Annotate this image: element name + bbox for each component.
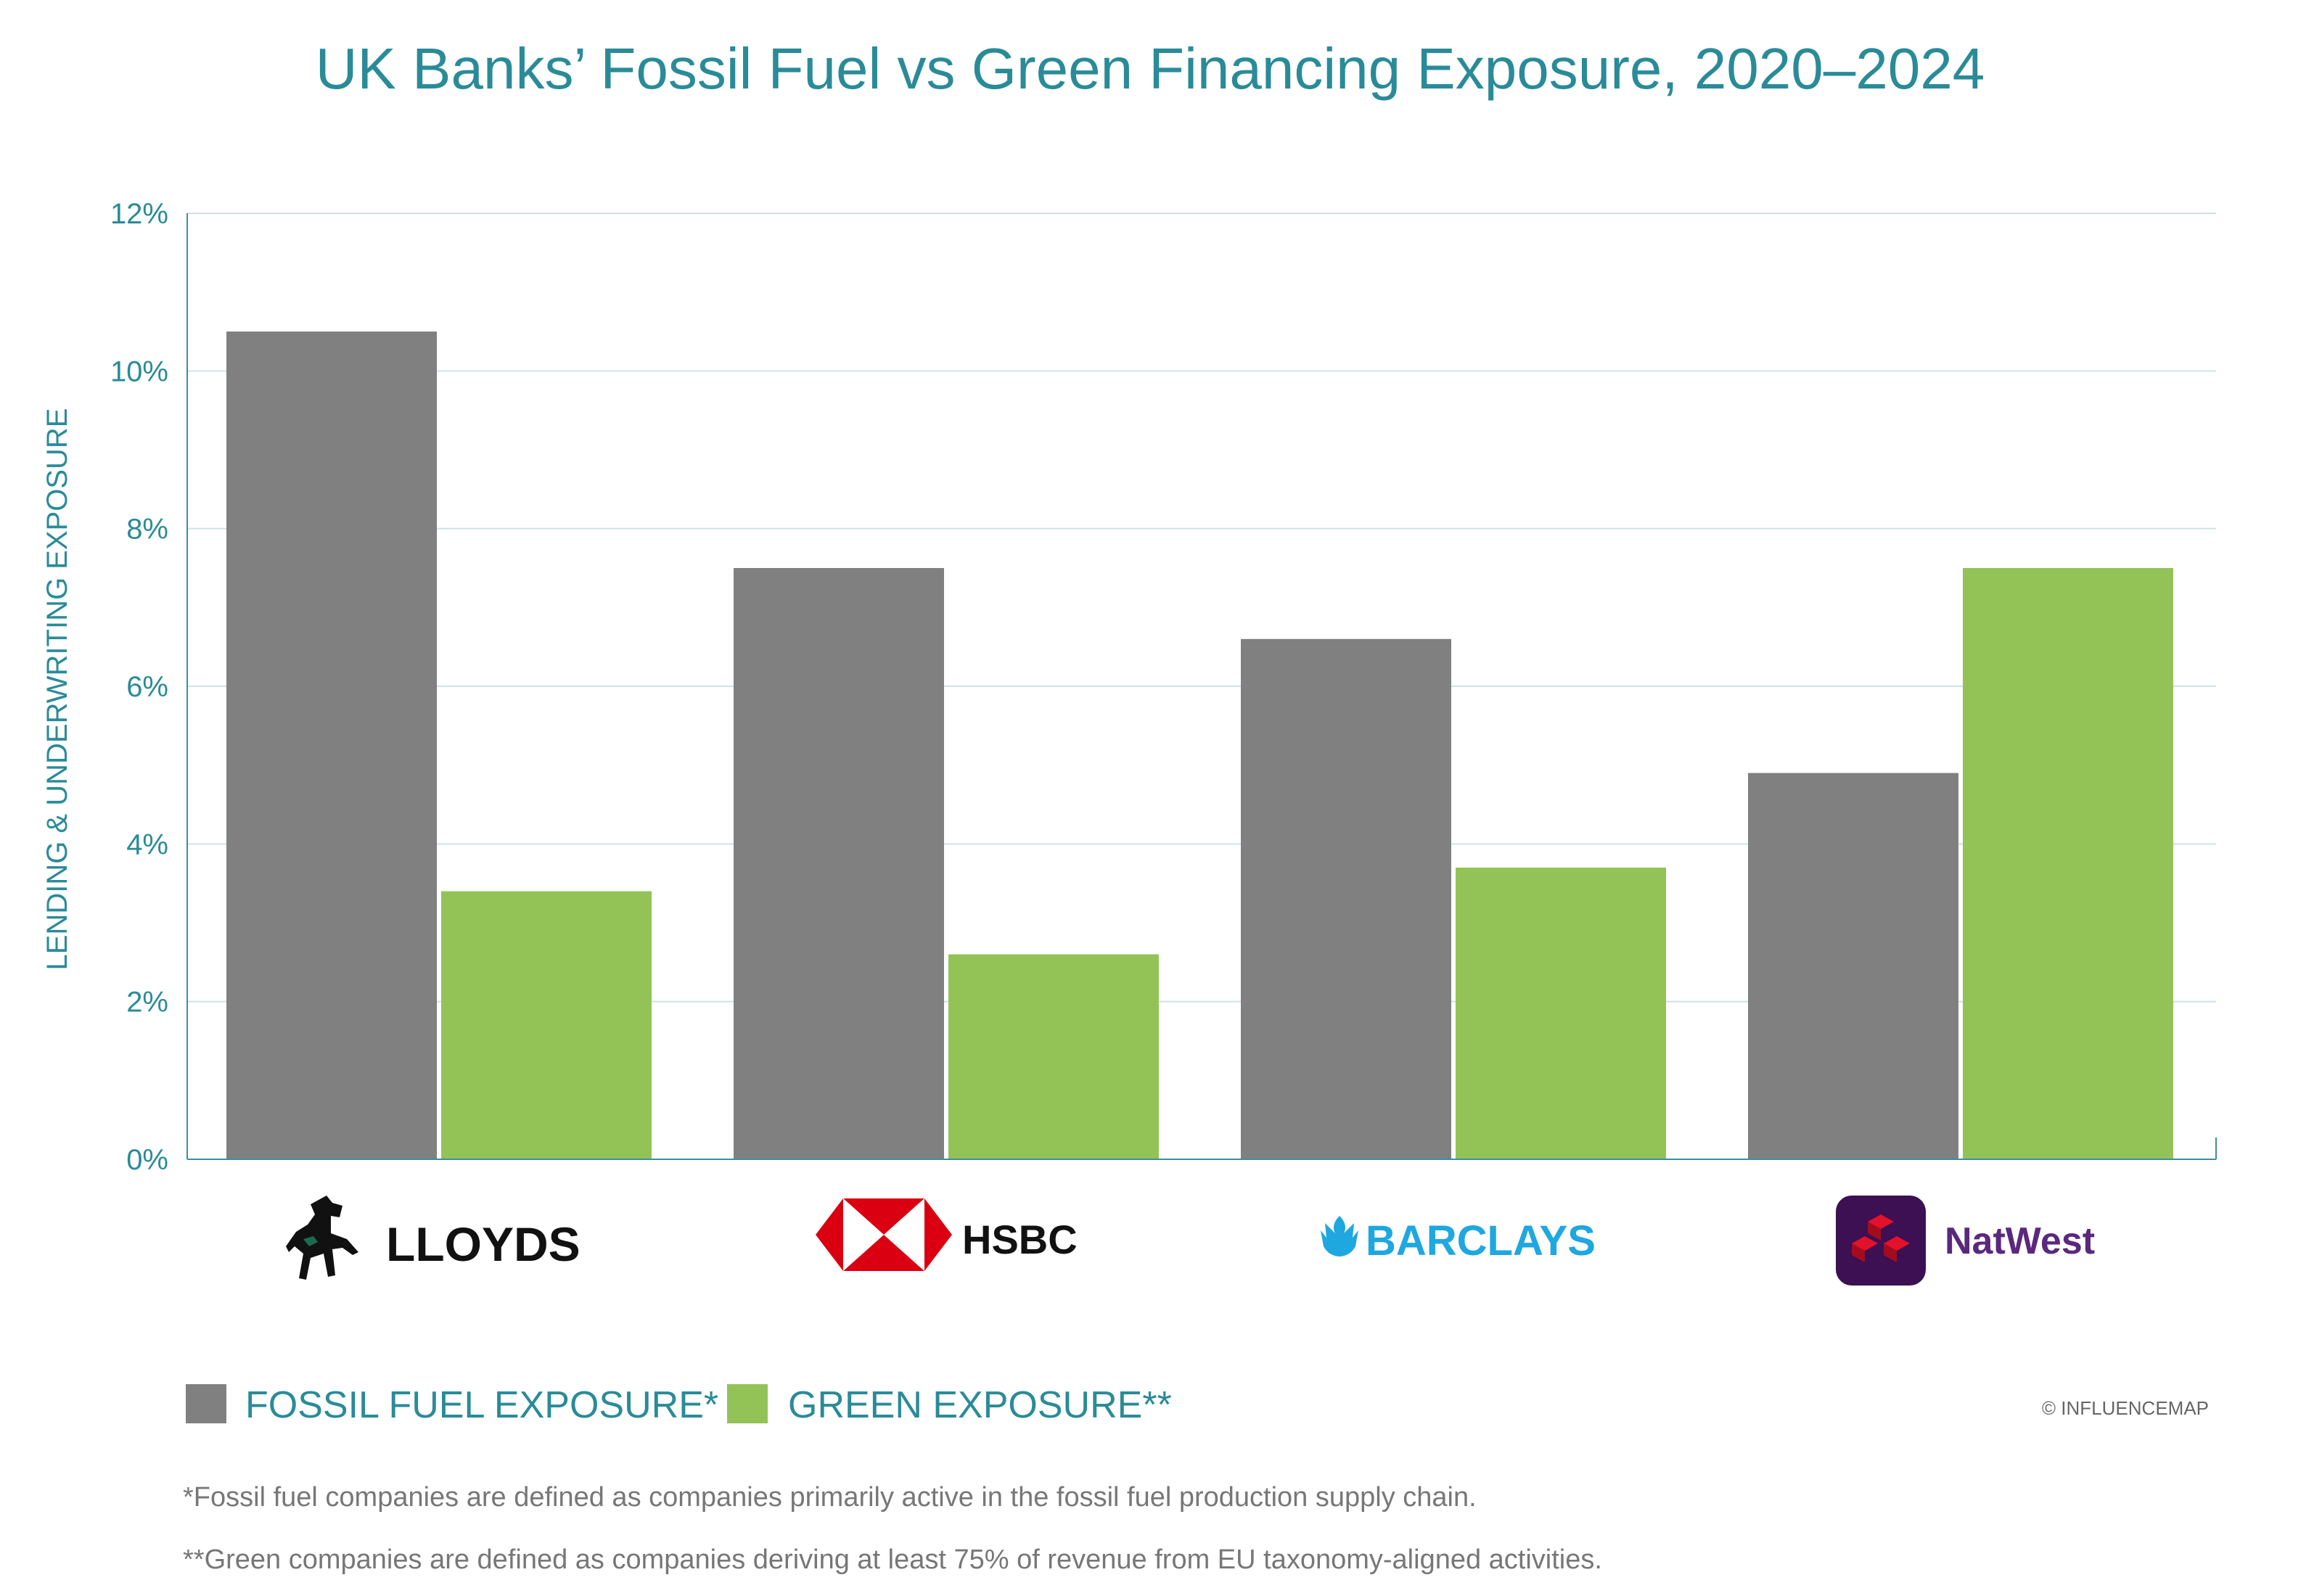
legend: FOSSIL FUEL EXPOSURE* GREEN EXPOSURE** [186,1384,1172,1426]
bar-lloyds-green [441,891,652,1159]
footnote-green: **Green companies are defined as compani… [183,1544,1602,1575]
bar-lloyds-fossil [226,332,437,1159]
bar-natwest-green [1963,568,2173,1159]
y-tick-label: 8% [126,514,168,546]
y-axis-ticks: 0% 2% 4% 6% 8% 10% 12% [110,198,168,1176]
y-tick-label: 0% [126,1144,168,1176]
legend-swatch-green [727,1384,768,1423]
y-axis-label: LENDING & UNDERWRITING EXPOSURE [41,408,73,971]
bar-natwest-fossil [1748,773,1958,1159]
y-tick-label: 2% [126,987,168,1019]
bar-hsbc-fossil [734,568,944,1159]
logo-barclays-text: BARCLAYS [1366,1217,1596,1264]
legend-label-green: GREEN EXPOSURE** [788,1384,1172,1426]
bar-barclays-green [1456,867,1666,1159]
y-tick-label: 10% [110,355,168,387]
bars [226,332,2173,1159]
footnote-fossil: *Fossil fuel companies are defined as co… [183,1482,1477,1513]
logo-hsbc-text: HSBC [962,1217,1078,1262]
legend-label-fossil: FOSSIL FUEL EXPOSURE* [245,1384,718,1426]
eagle-icon [1321,1216,1358,1256]
copyright: © INFLUENCEMAP [2042,1397,2209,1419]
logo-lloyds-text: LLOYDS [386,1217,580,1271]
axes [186,213,2217,1160]
logo-natwest-text: NatWest [1945,1220,2095,1262]
bar-barclays-fossil [1241,638,1451,1159]
bar-hsbc-green [948,954,1159,1159]
logo-hsbc: HSBC [816,1198,1078,1271]
hexagon-icon [816,1198,952,1271]
cubes-icon [1836,1196,1926,1286]
black-horse-icon [286,1196,358,1280]
y-tick-label: 6% [126,671,168,703]
legend-swatch-fossil [186,1384,226,1423]
logo-barclays: BARCLAYS [1321,1216,1596,1264]
chart-title: UK Banks’ Fossil Fuel vs Green Financing… [316,36,1985,101]
y-tick-label: 4% [126,828,168,860]
logo-natwest: NatWest [1836,1196,2095,1286]
y-tick-label: 12% [110,198,168,230]
logo-lloyds: LLOYDS [286,1196,580,1280]
